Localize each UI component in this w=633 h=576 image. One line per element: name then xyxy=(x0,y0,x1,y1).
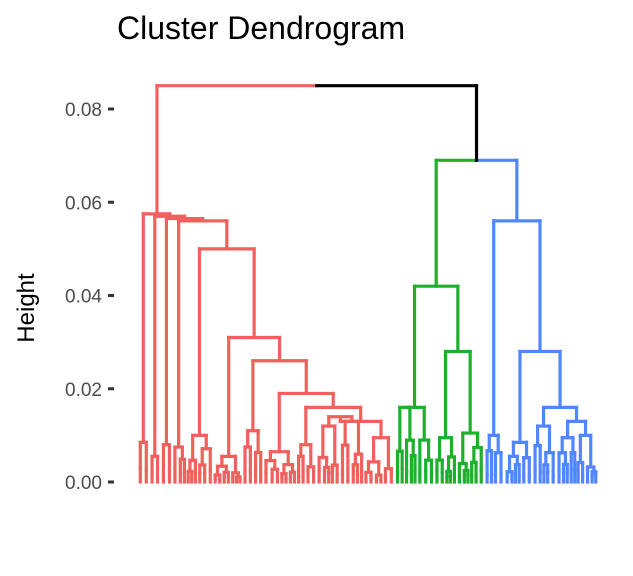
y-tick-label: 0.06 xyxy=(65,193,102,214)
dendrogram-tree xyxy=(138,84,598,484)
y-tick-label: 0.04 xyxy=(65,287,102,308)
y-axis-ticks: 0.00 0.02 0.04 0.06 0.08 xyxy=(65,100,114,494)
y-axis-label: Height xyxy=(13,273,40,343)
y-tick-label: 0.00 xyxy=(65,473,102,494)
y-tick-label: 0.02 xyxy=(65,380,102,401)
y-tick-label: 0.08 xyxy=(65,100,102,121)
chart-title: Cluster Dendrogram xyxy=(117,10,405,46)
